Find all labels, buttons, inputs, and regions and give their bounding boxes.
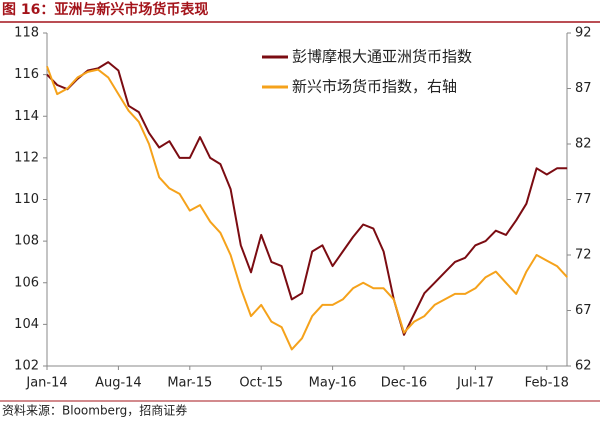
y2-tick-label: 87: [575, 81, 592, 96]
series-line: [46, 61, 568, 336]
source: 资料来源：Bloomberg，招商证券: [2, 403, 187, 418]
y-tick-label: 112: [14, 150, 39, 165]
series-line: [46, 65, 568, 351]
y-tick-label: 116: [14, 67, 39, 82]
x-tick-label: Jul-17: [456, 376, 494, 391]
y-tick-label: 108: [14, 234, 39, 249]
x-tick-label: Mar-15: [167, 376, 212, 391]
x-tick-label: Feb-18: [525, 376, 569, 391]
x-tick-label: May-16: [309, 376, 357, 391]
y-tick-label: 106: [14, 275, 39, 290]
y2-tick-label: 82: [575, 137, 592, 152]
legend-label: 新兴市场货币指数，右轴: [292, 78, 457, 96]
y-tick-label: 102: [14, 359, 39, 374]
x-tick-label: Jan-14: [25, 376, 67, 391]
y2-tick-label: 62: [575, 359, 592, 374]
x-tick-label: Oct-15: [239, 376, 283, 391]
x-tick-label: Aug-14: [95, 376, 142, 391]
y-tick-label: 104: [14, 317, 39, 332]
y-tick-label: 114: [14, 109, 39, 124]
x-tick-label: Dec-16: [381, 376, 427, 391]
y2-tick-label: 67: [575, 303, 592, 318]
legend-label: 彭博摩根大通亚洲货币指数: [292, 48, 472, 66]
y-tick-label: 110: [14, 192, 39, 207]
y2-tick-label: 92: [575, 26, 592, 41]
y2-tick-label: 72: [575, 248, 592, 263]
y2-tick-label: 77: [575, 192, 592, 207]
y-tick-label: 118: [14, 26, 39, 41]
chart-title: 图 16：亚洲与新兴市场货币表现: [2, 1, 208, 18]
